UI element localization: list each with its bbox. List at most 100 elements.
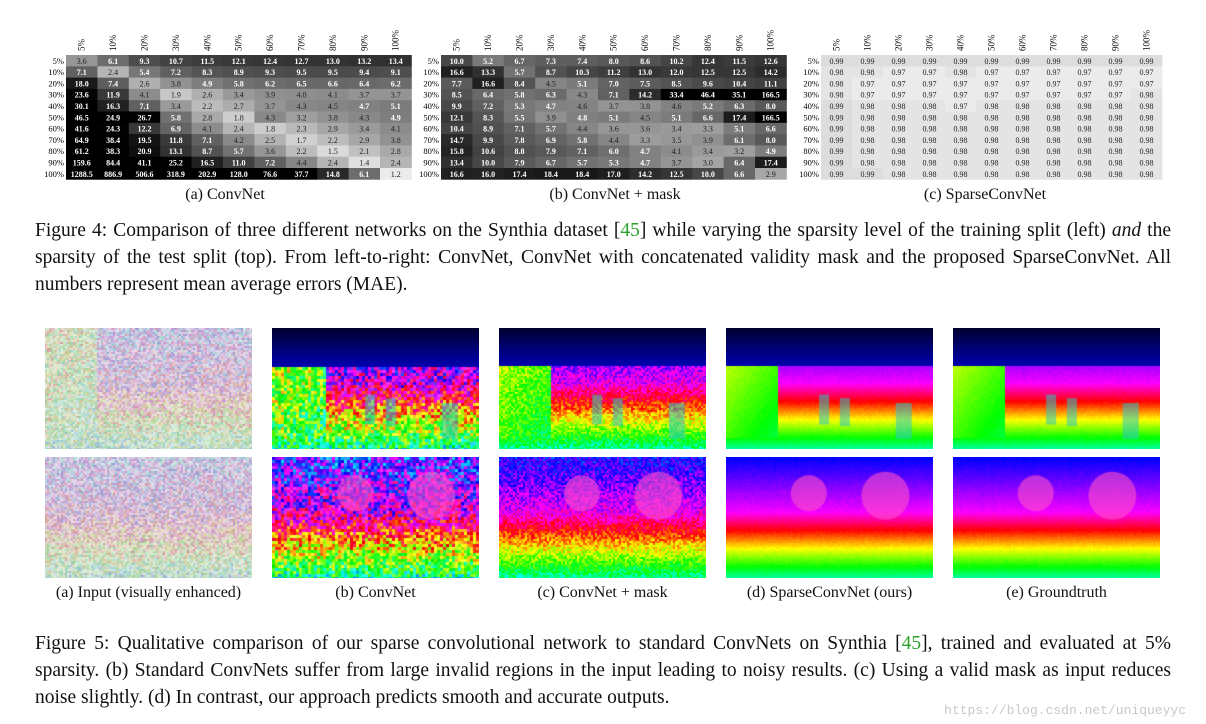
heatmap-value: 10.4: [450, 125, 464, 134]
heatmap-value: 0.98: [923, 113, 937, 122]
row-label: 50%: [423, 112, 439, 122]
heatmap-cell: [883, 55, 915, 67]
heatmap-value: 0.98: [985, 125, 999, 134]
heatmap-cell: [852, 66, 884, 78]
heatmap-cell: [755, 111, 787, 124]
heatmap-value: 12.2: [138, 125, 152, 134]
heatmap-value: 10.6: [481, 147, 495, 156]
heatmap-cell: [66, 145, 98, 158]
figure4-ref-link[interactable]: 45: [620, 220, 640, 241]
heatmap-value: 202.9: [198, 170, 216, 179]
heatmap-value: 0.98: [1047, 136, 1061, 145]
heatmap-cell: [503, 55, 536, 67]
heatmap-value: 6.6: [703, 113, 713, 122]
heatmap-value: 5.1: [577, 79, 587, 88]
heatmap-value: 6.0: [609, 147, 619, 156]
heatmap-cell: [976, 122, 1008, 135]
heatmap-value: 0.98: [1078, 102, 1092, 111]
heatmap-cell: [598, 134, 630, 146]
heatmap-value: 0.98: [1109, 125, 1123, 134]
heatmap-cell: [1131, 88, 1163, 101]
heatmap-cell: [660, 100, 693, 112]
heatmap-cell: [598, 156, 630, 169]
heatmap-cell: [535, 55, 567, 67]
col-label: 20%: [894, 34, 904, 51]
heatmap-value: 3.4: [171, 102, 181, 111]
col-label: 100%: [391, 30, 401, 52]
heatmap-value: 0.97: [861, 91, 875, 100]
heatmap-cell: [380, 145, 412, 158]
heatmap-value: 4.1: [328, 91, 338, 100]
heatmap-value: 7.8: [515, 136, 525, 145]
heatmap-value: 0.98: [1078, 159, 1092, 168]
heatmap-cell: [723, 100, 756, 112]
heatmap-cell: [852, 145, 884, 158]
sparseconvnet-image-2: [726, 457, 933, 578]
heatmap-cell: [566, 145, 599, 158]
heatmap-value: 0.98: [923, 136, 937, 145]
heatmap-cell: [223, 77, 255, 90]
row-label: 100%: [44, 169, 64, 179]
row-label: 60%: [803, 124, 819, 134]
heatmap-value: 9.5: [297, 68, 307, 77]
heatmap-value: 7.3: [546, 57, 556, 66]
heatmap-value: 6.2: [265, 79, 275, 88]
heatmap-value: 8.6: [640, 57, 650, 66]
row-label: 30%: [803, 90, 819, 100]
heatmap-cell: [1100, 156, 1132, 169]
heatmap-value: 0.98: [985, 136, 999, 145]
heatmap-cell: [1069, 77, 1101, 90]
heatmap-cell: [598, 100, 630, 112]
heatmap-value: 10.7: [169, 57, 183, 66]
heatmap-cell: [254, 156, 287, 169]
heatmap-cell: [660, 145, 693, 158]
sparseconvnet-image-1-canvas: [726, 328, 933, 449]
heatmap-value: 2.2: [202, 102, 212, 111]
heatmap-value: 0.97: [954, 91, 968, 100]
heatmap-cell: [191, 156, 224, 169]
heatmap-cell: [1131, 111, 1163, 124]
heatmap-value: 25.2: [169, 159, 183, 168]
heatmap-cell: [223, 134, 255, 146]
heatmap-value: 7.1: [202, 136, 212, 145]
heatmap-value: 2.9: [766, 170, 776, 179]
heatmap-cell: [852, 100, 884, 112]
heatmap-cell: [1007, 55, 1039, 67]
heatmap-cell: [914, 66, 946, 78]
heatmap-value: 318.9: [167, 170, 185, 179]
convnet-mask-image-1-canvas: [499, 328, 706, 449]
heatmap-cell: [598, 88, 630, 101]
heatmap-cell: [254, 88, 287, 101]
heatmap-value: 11.1: [764, 79, 778, 88]
heatmap-value: 4.0: [297, 91, 307, 100]
groundtruth-image-1: [953, 328, 1160, 449]
heatmap-value: 4.1: [672, 147, 682, 156]
heatmap-value: 11.9: [106, 91, 120, 100]
heatmap-cell: [723, 168, 756, 180]
heatmap-value: 128.0: [230, 170, 248, 179]
heatmap-value: 4.8: [577, 113, 587, 122]
heatmap-value: 0.98: [923, 147, 937, 156]
heatmap-cell: [317, 88, 349, 101]
heatmap-value: 5.3: [609, 159, 619, 168]
col-label: 60%: [1018, 34, 1028, 51]
heatmap-value: 0.97: [892, 91, 906, 100]
heatmap-cell: [566, 156, 599, 169]
heatmap-value: 46.5: [75, 113, 89, 122]
groundtruth-image-2: [953, 457, 1160, 578]
heatmap-value: 19.5: [138, 136, 152, 145]
heatmap-cell: [535, 122, 567, 135]
heatmap-cell: [629, 55, 662, 67]
heatmap-cell: [692, 122, 724, 135]
heatmap-value: 3.6: [640, 125, 650, 134]
heatmap-cell: [317, 77, 349, 90]
groundtruth-image-2-canvas: [953, 457, 1160, 578]
heatmap-cell: [1100, 134, 1132, 146]
heatmap-cell: [223, 111, 255, 124]
heatmap-value: 10.0: [701, 170, 715, 179]
heatmap-cell: [66, 55, 98, 67]
col-label: 20%: [515, 34, 525, 51]
heatmap-cell: [821, 134, 853, 146]
heatmap-value: 3.7: [391, 91, 401, 100]
figure5-ref-link[interactable]: 45: [901, 633, 922, 654]
